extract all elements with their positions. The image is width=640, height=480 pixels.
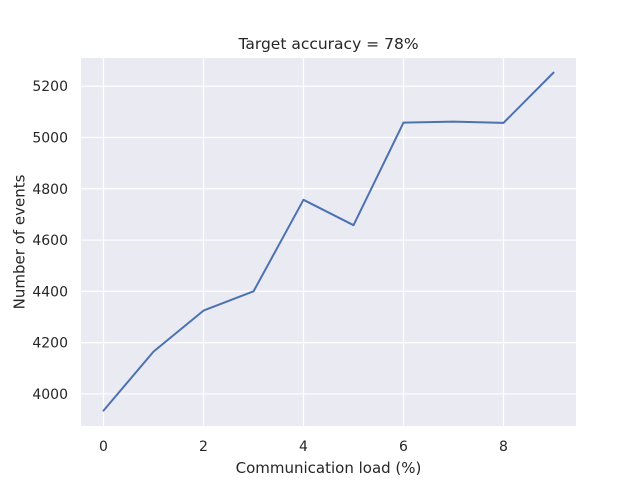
y-tick-label: 5200 xyxy=(32,79,68,95)
y-axis-label: Number of events xyxy=(10,174,28,309)
x-tick-label: 8 xyxy=(499,439,508,455)
y-tick-label: 5000 xyxy=(32,130,68,146)
x-axis-label: Communication load (%) xyxy=(236,459,422,477)
x-tick-label: 0 xyxy=(99,439,108,455)
chart-title: Target accuracy = 78% xyxy=(237,35,418,53)
y-tick-labels: 4000 4200 4400 4600 4800 5000 5200 xyxy=(32,79,68,403)
series-line xyxy=(102,71,555,412)
x-tick-label: 6 xyxy=(399,439,408,455)
y-tick-label: 4200 xyxy=(32,336,68,352)
plot-area xyxy=(81,58,576,426)
x-tick-label: 2 xyxy=(199,439,208,455)
x-tick-label: 4 xyxy=(299,439,308,455)
x-tick-labels: 0 2 4 6 8 xyxy=(99,439,508,455)
y-tick-label: 4600 xyxy=(32,233,68,249)
y-tick-label: 4800 xyxy=(32,182,68,198)
y-tick-label: 4400 xyxy=(32,284,68,300)
y-tick-label: 4000 xyxy=(32,387,68,403)
series-layer xyxy=(102,71,555,412)
